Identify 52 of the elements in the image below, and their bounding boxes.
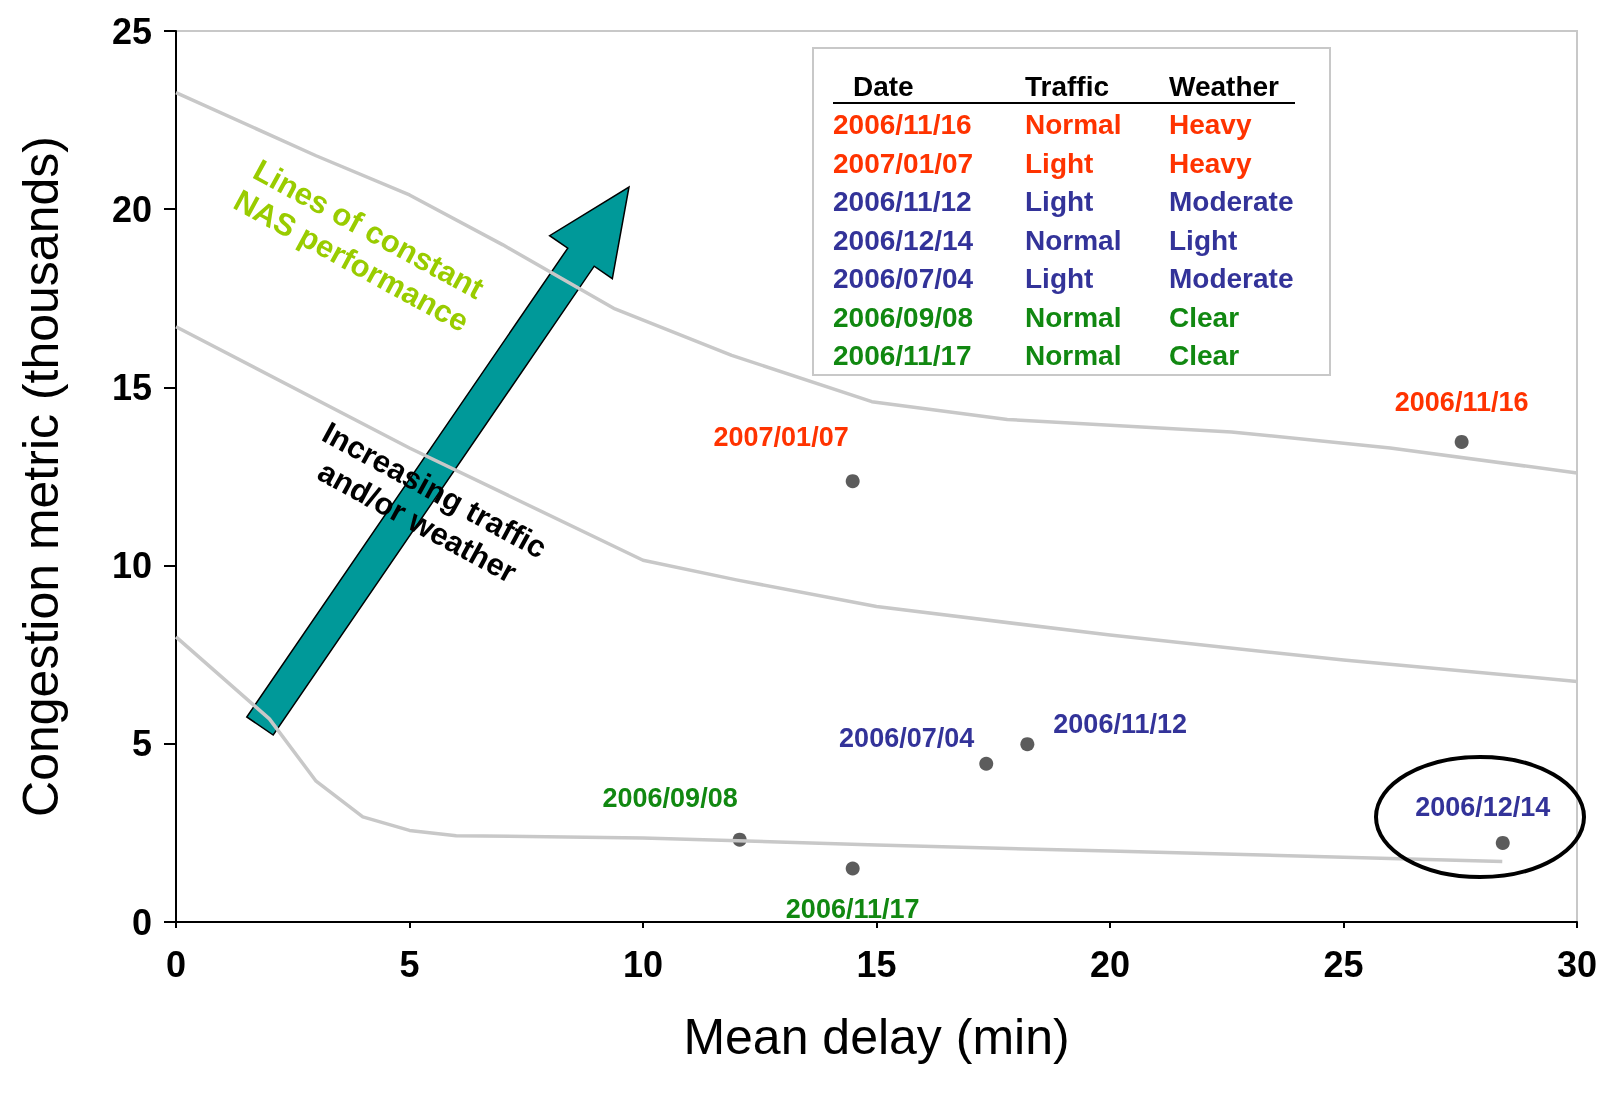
- annotation: 2006/07/04: [833, 263, 974, 294]
- annotation: Date: [853, 70, 914, 102]
- y-tick-label: 25: [111, 10, 152, 52]
- y-tick-label: 5: [131, 723, 152, 765]
- annotation: Heavy: [1169, 147, 1252, 179]
- y-tick-label: 10: [111, 545, 152, 587]
- annotation: 2006/12/14: [833, 224, 974, 256]
- annotation: Normal: [1025, 109, 1122, 140]
- y-tick-label: 15: [111, 366, 152, 408]
- annotation: Moderate: [1169, 263, 1294, 294]
- annotation: 2006/12/14: [1415, 791, 1551, 822]
- point: [1495, 835, 1510, 850]
- annotation: 2006/11/16: [833, 109, 972, 140]
- annotation: Light: [1025, 186, 1094, 217]
- point: [845, 474, 860, 489]
- annotation: Weather: [1169, 70, 1280, 102]
- annotation: 2006/11/17: [833, 340, 972, 371]
- point: [845, 861, 860, 876]
- annotation: 2007/01/07: [713, 422, 849, 453]
- annotation: Normal: [1025, 340, 1122, 371]
- y-tick-label: 0: [131, 901, 152, 943]
- x-tick-label: 20: [1089, 943, 1131, 985]
- annotation: 2006/09/08: [833, 301, 974, 333]
- annotation: 2006/11/12: [833, 186, 972, 217]
- annotation: Clear: [1169, 301, 1240, 333]
- annotation: 2006/11/16: [1394, 386, 1529, 417]
- annotation: Light: [1169, 224, 1238, 256]
- x-tick-label: 25: [1323, 943, 1364, 985]
- y-tick-label: 20: [111, 188, 152, 230]
- y-axis-title: Congestion metric (thousands): [13, 136, 69, 817]
- x-tick-label: 10: [622, 943, 664, 985]
- x-tick-label: 15: [856, 943, 897, 985]
- annotation: Light: [1025, 263, 1094, 294]
- x-axis-title: Mean delay (min): [683, 1009, 1070, 1065]
- annotation: Normal: [1025, 224, 1122, 256]
- annotation: 2006/09/08: [602, 782, 738, 813]
- annotation: 2006/07/04: [839, 722, 975, 753]
- annotation: 2006/11/12: [1053, 709, 1187, 740]
- x-tick-label: 30: [1556, 943, 1598, 985]
- point: [979, 756, 994, 771]
- x-tick-label: 0: [165, 943, 187, 985]
- annotation: Moderate: [1169, 186, 1294, 217]
- annotation: 2006/11/17: [785, 893, 920, 924]
- annotation: Normal: [1025, 301, 1122, 333]
- point: [1454, 434, 1469, 449]
- point: [1020, 737, 1035, 752]
- annotation: Clear: [1169, 340, 1240, 371]
- annotation: Heavy: [1169, 109, 1252, 140]
- annotation: Traffic: [1025, 70, 1110, 102]
- annotation: 2007/01/07: [833, 147, 974, 179]
- annotation: Light: [1025, 147, 1094, 179]
- x-tick-label: 5: [399, 943, 420, 985]
